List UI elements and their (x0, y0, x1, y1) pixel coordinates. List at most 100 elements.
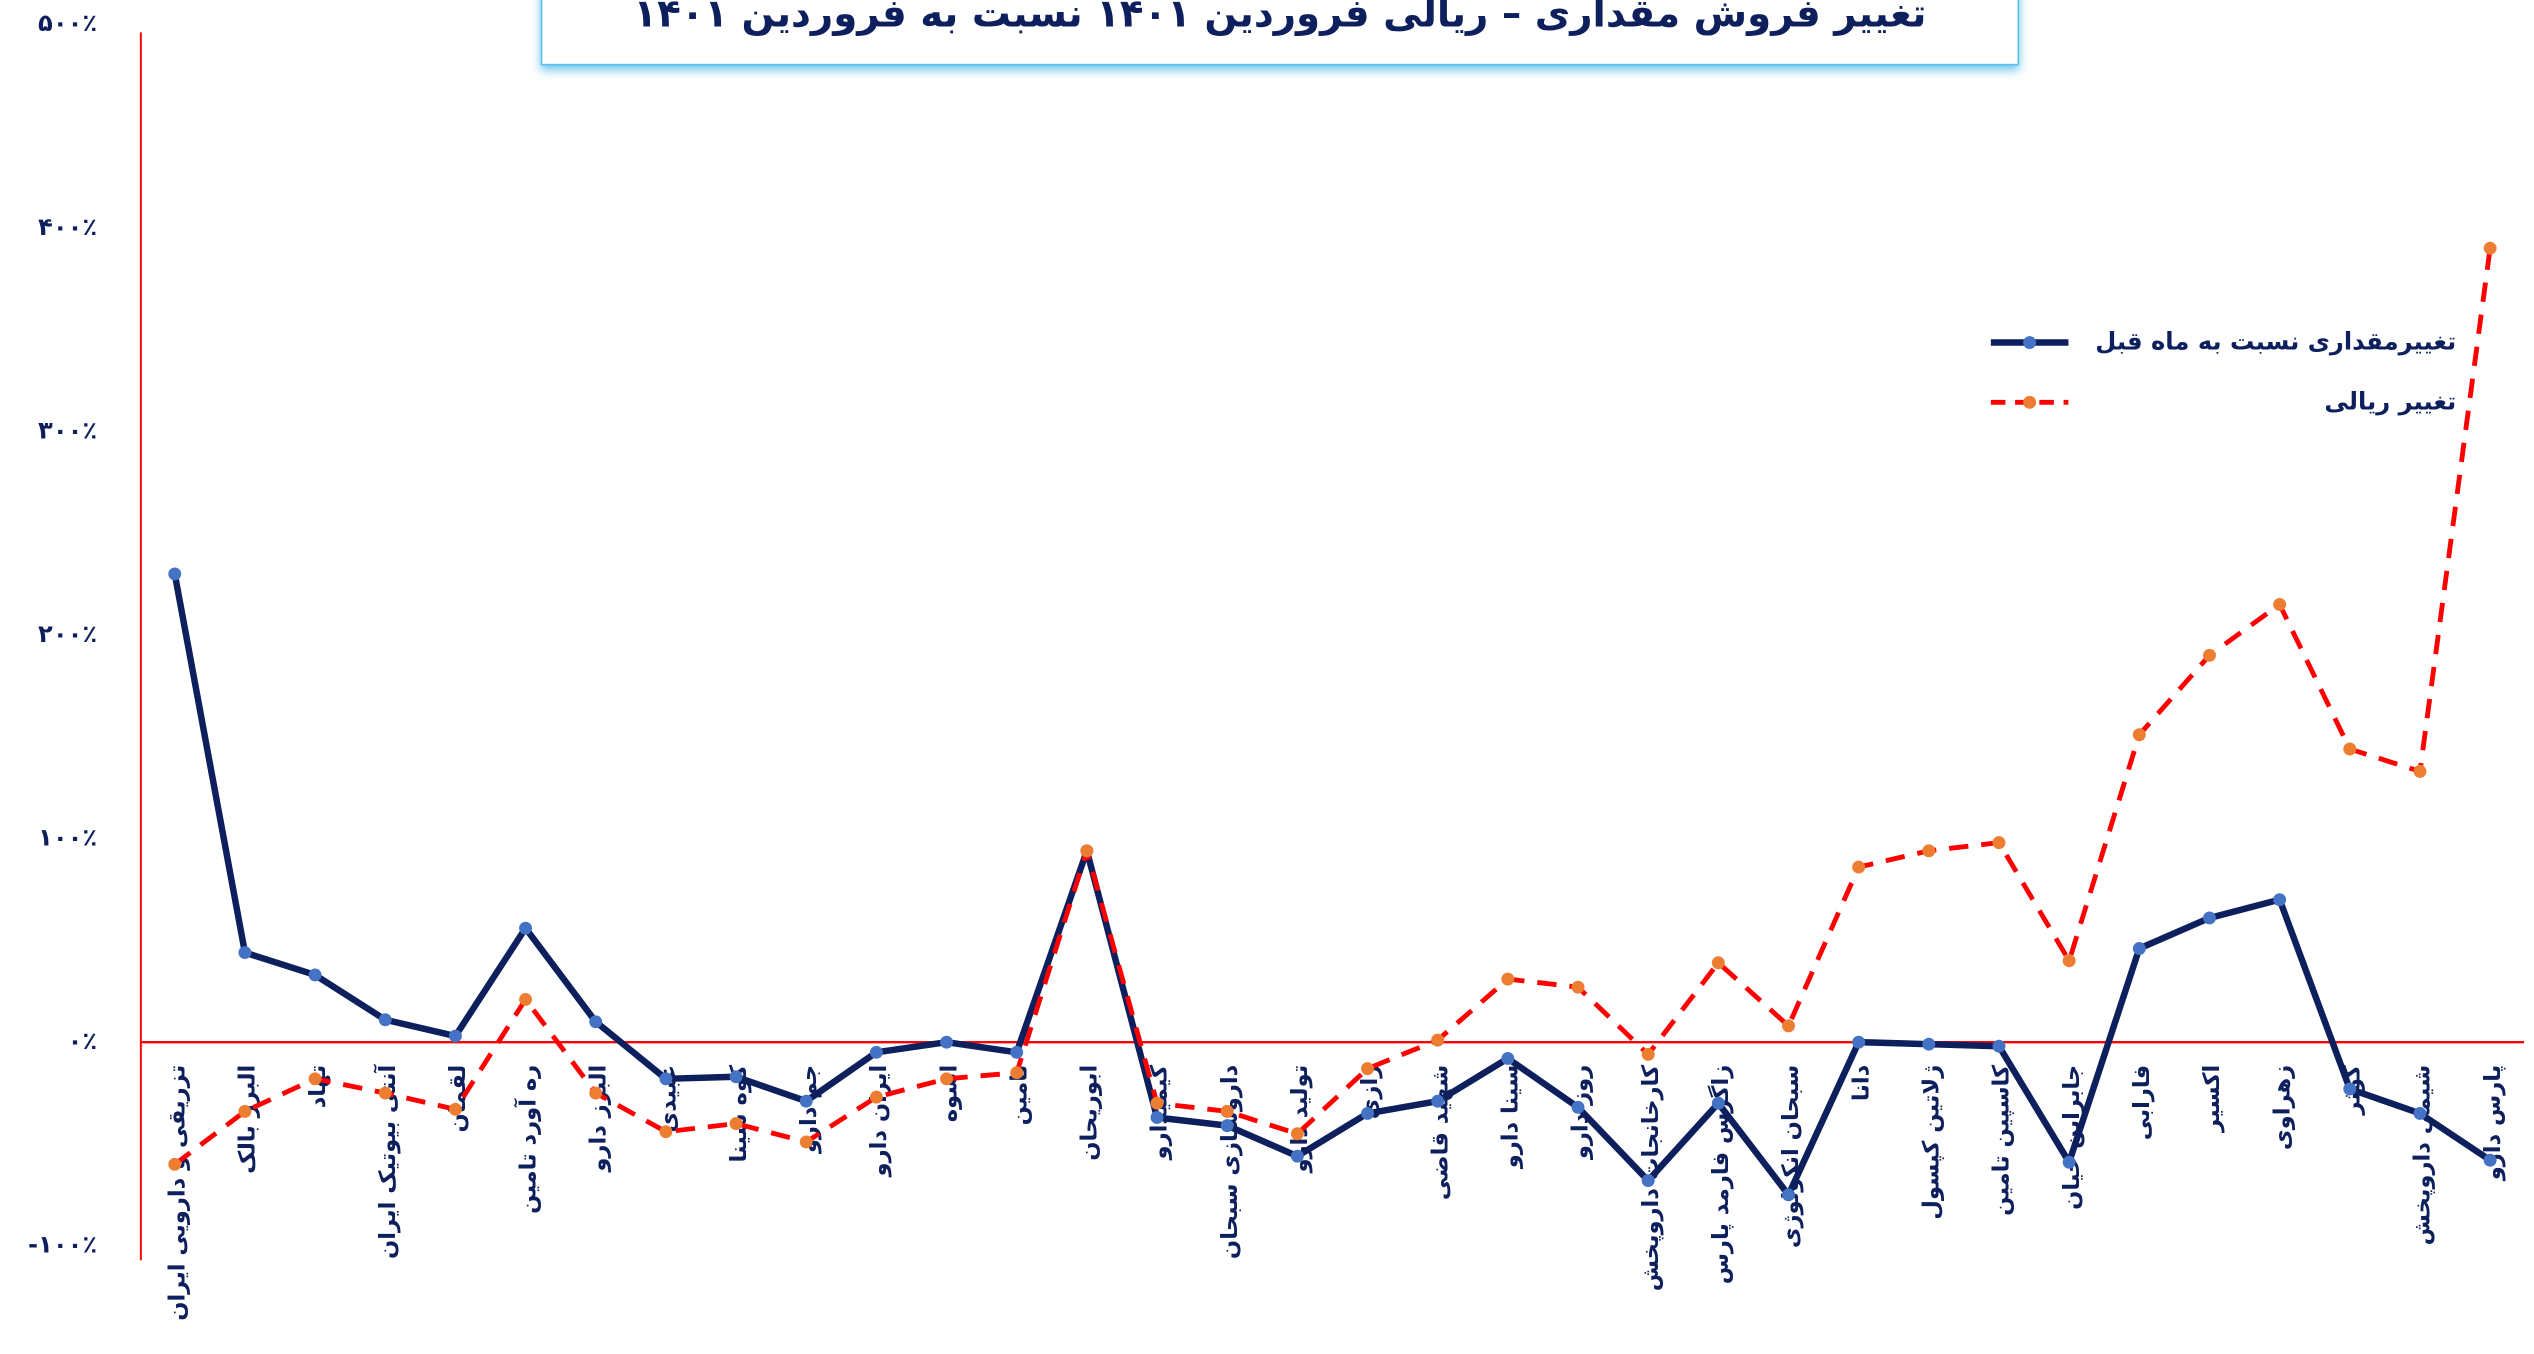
data-point (2273, 893, 2287, 907)
data-point (1431, 1033, 1445, 1047)
data-point (168, 567, 182, 581)
x-tick-label: ژلاتین کپسول (1919, 1065, 1945, 1220)
data-point (1361, 1106, 1374, 1120)
data-point (940, 1035, 954, 1049)
data-point (238, 946, 252, 960)
data-point (1852, 860, 1866, 874)
data-point (1290, 1127, 1304, 1141)
data-point (308, 1072, 322, 1086)
chart-title: تغییر فروش مقداری – ریالی فروردین ۱۴۰۱ ن… (633, 0, 1926, 37)
data-point (1711, 1096, 1725, 1110)
x-tick-label: کاسپین تامین (1989, 1064, 2015, 1216)
legend-marker (2023, 395, 2037, 409)
x-tick-label: جابرابن حیان (2059, 1065, 2085, 1210)
data-point (2203, 911, 2216, 925)
data-point (869, 1090, 883, 1104)
x-tick-label: ابوریحان (1077, 1065, 1103, 1161)
data-point (2273, 597, 2287, 611)
data-point (799, 1135, 813, 1149)
series-line (173, 247, 2493, 1167)
x-tick-label: شیمی داروپخش (2410, 1065, 2436, 1246)
x-tick-label: شهید قاضی (1427, 1065, 1453, 1200)
x-tick-label: ایران دارو (866, 1065, 892, 1178)
data-point (1571, 1100, 1585, 1114)
data-point (729, 1070, 743, 1084)
data-point (1641, 1174, 1655, 1188)
x-tick-label: سبحان انکولوژی (1778, 1065, 1804, 1248)
data-point (940, 1072, 954, 1086)
x-tick-label: اکسیر (2199, 1065, 2225, 1133)
data-point (519, 992, 533, 1006)
y-tick-label: ۰٪ (68, 1027, 98, 1055)
legend-marker (2023, 336, 2037, 350)
legend-label: تغییر ریالی (2324, 387, 2456, 415)
data-point (589, 1015, 603, 1029)
data-point (1852, 1035, 1866, 1049)
data-point (1080, 844, 1094, 858)
data-point (1922, 1037, 1936, 1051)
x-tick-label: فارابی (2129, 1065, 2155, 1140)
x-tick-label: تهاد (305, 1065, 331, 1109)
data-point (1010, 1066, 1024, 1080)
x-tick-label: البرز دارو (585, 1065, 611, 1173)
x-tick-label: داروسازی سبحان (1217, 1065, 1243, 1259)
data-point (2343, 742, 2357, 756)
data-point (1501, 972, 1515, 986)
legend-label: تغییرمقداری نسبت به ماه قبل (2095, 328, 2456, 356)
data-point (378, 1086, 392, 1100)
data-point (1361, 1062, 1374, 1076)
data-point (1501, 1051, 1515, 1065)
x-tick-label: دانا (1848, 1065, 1874, 1101)
data-point (448, 1029, 462, 1043)
data-point (1431, 1094, 1445, 1108)
y-tick-label: ۵۰۰٪ (38, 9, 97, 37)
y-tick-label: ۳۰۰٪ (38, 416, 97, 444)
y-tick-label: ۲۰۰٪ (38, 620, 97, 648)
data-point (869, 1045, 883, 1059)
data-point (378, 1013, 392, 1027)
data-point (729, 1117, 743, 1131)
y-tick-label: ۴۰۰٪ (38, 213, 97, 241)
data-point (1922, 844, 1936, 858)
data-point (2413, 764, 2427, 778)
x-tick-label: تزریقی و دارویی ایران (164, 1065, 190, 1321)
data-point (168, 1157, 182, 1171)
data-point (1711, 956, 1725, 970)
x-tick-label: سینا دارو (1498, 1065, 1524, 1169)
data-point (2483, 241, 2497, 255)
data-point (2132, 728, 2146, 742)
title-box (540, 0, 2020, 66)
data-point (1150, 1096, 1164, 1110)
data-point (1992, 1039, 2006, 1053)
data-point (1150, 1111, 1164, 1124)
x-tick-label: لقمان (445, 1065, 471, 1133)
x-tick-label: البرز بالک (235, 1065, 261, 1174)
data-point (2203, 648, 2216, 662)
data-point (1641, 1047, 1655, 1061)
data-point (1220, 1104, 1234, 1118)
data-point (799, 1094, 813, 1108)
data-point (2062, 954, 2076, 968)
data-point (2062, 1155, 2076, 1169)
data-point (1782, 1188, 1795, 1202)
x-tick-label: ره آورد تامین (513, 1065, 541, 1214)
data-point (308, 968, 322, 982)
data-point (1290, 1149, 1304, 1163)
y-tick-label: ۱۰۰٪ (38, 824, 97, 852)
data-point (659, 1072, 673, 1086)
data-point (1220, 1119, 1234, 1133)
data-point (659, 1125, 673, 1139)
data-point (1010, 1045, 1024, 1059)
data-point (2132, 942, 2146, 955)
x-tick-label: زهراوی (2269, 1065, 2295, 1150)
data-point (1571, 980, 1585, 994)
y-tick-label: -۱۰۰٪ (28, 1231, 97, 1259)
data-point (1782, 1019, 1795, 1033)
data-point (2413, 1106, 2427, 1120)
data-point (519, 921, 533, 935)
data-point (1992, 836, 2006, 850)
data-point (448, 1102, 462, 1116)
data-point (589, 1086, 603, 1100)
